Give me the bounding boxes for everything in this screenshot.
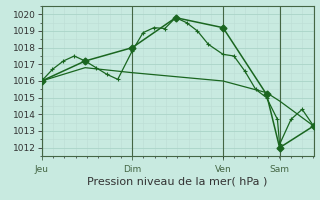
X-axis label: Pression niveau de la mer( hPa ): Pression niveau de la mer( hPa ) — [87, 177, 268, 187]
